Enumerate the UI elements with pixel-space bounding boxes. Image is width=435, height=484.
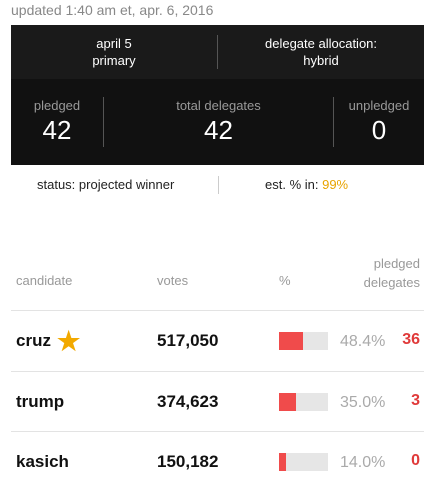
divider	[217, 35, 218, 69]
status-text: status: projected winner	[11, 176, 219, 194]
star-icon: ★	[56, 326, 81, 356]
percent-value: 14.0%	[340, 454, 386, 471]
vote-count: 517,050	[157, 331, 219, 350]
pledged-label: pledged	[33, 98, 81, 113]
est-in: est. % in: 99%	[219, 176, 348, 194]
pledged-stat: pledged 42	[11, 79, 103, 165]
unpledged-value: 0	[371, 115, 387, 145]
candidate-label: trump	[16, 392, 65, 411]
contest-info: april 5 primary	[11, 25, 217, 79]
updated-timestamp: updated 1:40 am et, apr. 6, 2016	[11, 2, 214, 18]
candidate-name: trump	[16, 392, 64, 412]
table-row: trump 374,623 35.0% 3	[11, 371, 424, 431]
percent-bar-fill	[279, 453, 286, 471]
contest-date: april 5	[96, 36, 132, 51]
divider	[333, 97, 334, 147]
delegate-count: 3	[411, 392, 420, 409]
percent-value: 48.4%	[340, 333, 386, 350]
summary-top: april 5 primary delegate allocation: hyb…	[11, 25, 424, 79]
status-row: status: projected winner est. % in: 99%	[11, 176, 424, 194]
table-row: kasich 150,182 14.0% 0	[11, 431, 424, 484]
header-candidate: candidate	[16, 273, 73, 288]
vote-count: 150,182	[157, 452, 219, 471]
allocation-value: hybrid	[303, 53, 339, 68]
table-header: candidate votes % pledged delegates	[11, 252, 424, 310]
allocation-info: delegate allocation: hybrid	[218, 25, 424, 79]
candidate-name: kasich	[16, 452, 69, 472]
total-stat: total delegates 42	[104, 79, 333, 165]
delegate-count: 36	[402, 331, 420, 348]
pledged-value: 42	[42, 115, 72, 145]
header-percent: %	[279, 273, 291, 288]
percent-bar-fill	[279, 332, 303, 350]
percent-bar-fill	[279, 393, 297, 411]
percent-bar	[279, 393, 328, 411]
percent-bar	[279, 453, 328, 471]
divider	[103, 97, 104, 147]
candidate-label: cruz	[16, 331, 51, 350]
percent-value: 35.0%	[340, 394, 386, 411]
est-label: est. % in:	[265, 177, 319, 192]
total-value: 42	[204, 115, 233, 145]
candidate-label: kasich	[16, 452, 69, 471]
unpledged-label: unpledged	[348, 98, 410, 113]
vote-count: 374,623	[157, 392, 219, 411]
table-row: cruz ★ 517,050 48.4% 36	[11, 310, 424, 370]
delegate-count: 0	[411, 452, 420, 469]
allocation-label: delegate allocation:	[264, 36, 378, 51]
candidate-name: cruz ★	[16, 326, 81, 356]
summary-bottom: pledged 42 total delegates 42 unpledged …	[11, 79, 424, 165]
header-votes: votes	[157, 273, 189, 288]
header-delegates-line1: pledged	[373, 256, 420, 271]
header-delegates: pledged delegates	[364, 254, 420, 292]
header-delegates-line2: delegates	[363, 275, 420, 290]
unpledged-stat: unpledged 0	[334, 79, 424, 165]
contest-type: primary	[92, 53, 136, 68]
est-value: 99%	[322, 177, 349, 192]
percent-bar	[279, 332, 328, 350]
summary-box: april 5 primary delegate allocation: hyb…	[11, 25, 424, 165]
total-label: total delegates	[176, 98, 261, 113]
